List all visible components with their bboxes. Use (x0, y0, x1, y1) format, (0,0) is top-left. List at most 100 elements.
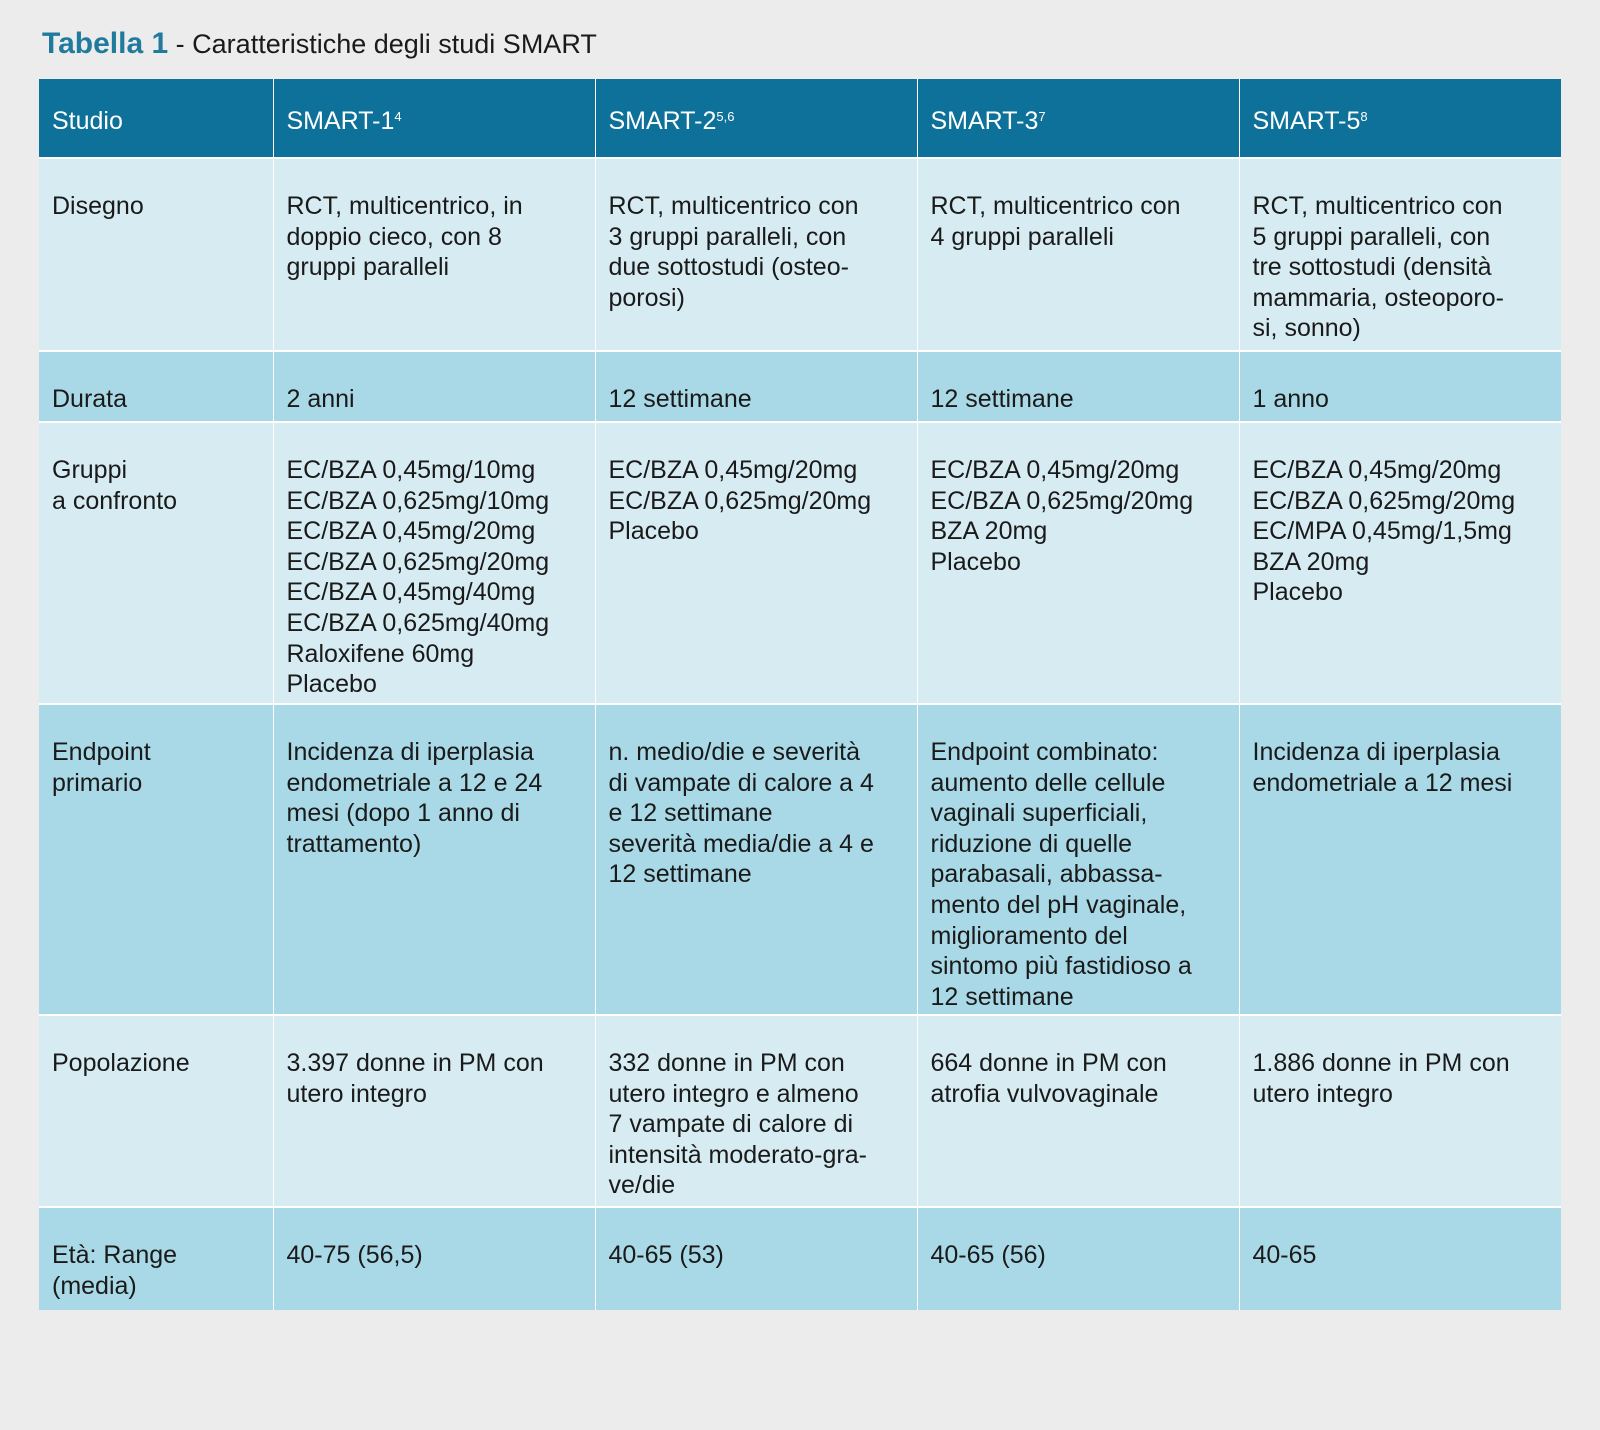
row-label-line: a confronto (52, 486, 178, 515)
cell-text-line: EC/BZA 0,625mg/10mg (286, 486, 550, 515)
row-disegno: Disegno RCT, multicentrico, in doppio ciec… (39, 157, 1561, 351)
cell-text-line: mento del pH vaginale, (930, 890, 1187, 919)
row-endpoint: Endpoint primario Incidenza di iperplasia e… (39, 703, 1561, 1015)
cell-text-line: 40-65 (53) (608, 1241, 724, 1269)
cell-text-line: 40-65 (1252, 1241, 1317, 1269)
table-cell: RCT, multicentrico con 3 gruppi paralleli… (594, 157, 917, 351)
row-eta: Età: Range (media) 40-75 (56,5) 40-65 (53) 4… (39, 1206, 1561, 1310)
table-cell: EC/BZA 0,45mg/20mg EC/BZA 0,625mg/20mg EC/… (1238, 421, 1561, 704)
table-title: Tabella 1 - Caratteristiche degli studi … (42, 26, 597, 62)
cell-text-line: Placebo (930, 547, 1021, 576)
table-cell: 40-65 (53) (594, 1206, 917, 1310)
row-label-line: Disegno (52, 192, 144, 220)
cell-text-line: Raloxifene 60mg (286, 639, 475, 668)
table-cell: 332 donne in PM con utero integro e almen… (594, 1014, 917, 1207)
cell-text-line: miglioramento del (930, 921, 1128, 950)
cell-text-line: BZA 20mg (930, 517, 1048, 546)
row-label-line: Durata (52, 385, 128, 413)
header-cell-smart5: SMART-58 (1238, 79, 1561, 159)
smart-studies-table: Studio SMART-14 SMART-25,6 SMART-37 SMAR… (39, 79, 1561, 1310)
cell-text-line: 40-75 (56,5) (286, 1241, 423, 1269)
row-label-cell: Popolazione (39, 1014, 273, 1207)
row-label-cell: Endpoint primario (39, 703, 273, 1015)
cell-text-line: BZA 20mg (1252, 547, 1370, 576)
reference-superscript: 8 (1360, 108, 1368, 124)
cell-text-line: Placebo (608, 517, 699, 546)
cell-text-line: 4 gruppi paralleli (930, 222, 1114, 251)
header-cell-smart2: SMART-25,6 (594, 79, 917, 159)
cell-text-line: RCT, multicentrico con (608, 192, 859, 220)
table-cell: 40-75 (56,5) (272, 1206, 595, 1310)
cell-text-line: 12 settimane (930, 385, 1074, 413)
cell-text-line: 12 settimane (608, 860, 752, 889)
row-label-line: Età: Range (52, 1241, 178, 1269)
table-cell: EC/BZA 0,45mg/20mg EC/BZA 0,625mg/20mg Pla… (594, 421, 917, 704)
cell-text-line: porosi) (608, 283, 685, 312)
table-cell: 12 settimane (916, 350, 1239, 422)
cell-text-line: 664 donne in PM con (930, 1049, 1167, 1077)
row-label-line: Popolazione (52, 1049, 190, 1077)
cell-text-line: si, sonno) (1252, 314, 1361, 343)
cell-text-line: mesi (dopo 1 anno di (286, 799, 520, 828)
cell-text-line: 3 gruppi paralleli, con (608, 222, 847, 251)
table-cell: RCT, multicentrico con 5 gruppi paralleli… (1238, 157, 1561, 351)
table-cell: EC/BZA 0,45mg/10mg EC/BZA 0,625mg/10mg EC/… (272, 421, 595, 704)
cell-text-line: 2 anni (286, 385, 355, 413)
cell-text-line: EC/BZA 0,625mg/20mg (930, 486, 1194, 515)
table-cell: 3.397 donne in PM con utero integro (272, 1014, 595, 1207)
cell-text-line: e 12 settimane (608, 799, 773, 828)
row-gruppi: Gruppi a confronto EC/BZA 0,45mg/10mg EC/BZ… (39, 421, 1561, 704)
cell-text-line: vaginali superficiali, (930, 799, 1148, 828)
header-row: Studio SMART-14 SMART-25,6 SMART-37 SMAR… (39, 79, 1561, 159)
cell-text-line: utero integro (286, 1079, 427, 1108)
cell-text-line: RCT, multicentrico con (1252, 192, 1503, 220)
cell-text-line: due sottostudi (osteo- (608, 253, 849, 282)
table-cell: 1.886 donne in PM con utero integro (1238, 1014, 1561, 1207)
table-cell: Incidenza di iperplasia endometriale a 12… (1238, 703, 1561, 1015)
cell-text-line: Placebo (1252, 578, 1343, 607)
cell-text-line: Incidenza di iperplasia (1252, 738, 1500, 766)
cell-text-line: 1.886 donne in PM con (1252, 1049, 1510, 1077)
cell-text-line: EC/BZA 0,625mg/20mg (286, 547, 550, 576)
cell-text-line: endometriale a 12 mesi (1252, 768, 1513, 797)
cell-text-line: EC/BZA 0,625mg/20mg (608, 486, 872, 515)
header-cell-smart3: SMART-37 (916, 79, 1239, 159)
cell-text-line: severità media/die a 4 e (608, 829, 874, 858)
cell-text-line: riduzione di quelle (930, 829, 1133, 858)
cell-text-line: Incidenza di iperplasia (286, 738, 534, 766)
cell-text-line: RCT, multicentrico, in (286, 192, 523, 220)
header-label: SMART-2 (608, 106, 717, 135)
header-label: SMART-1 (286, 106, 395, 135)
cell-text-line: EC/BZA 0,45mg/40mg (286, 578, 536, 607)
table-cell: Endpoint combinato: aumento delle cellule… (916, 703, 1239, 1015)
header-cell-smart1: SMART-14 (272, 79, 595, 159)
cell-text-line: EC/BZA 0,45mg/20mg (930, 456, 1180, 484)
table-cell: 12 settimane (594, 350, 917, 422)
row-label-line: (media) (52, 1271, 137, 1300)
cell-text-line: 7 vampate di calore di (608, 1110, 854, 1139)
cell-text-line: di vampate di calore a 4 (608, 768, 874, 797)
cell-text-line: aumento delle cellule (930, 768, 1166, 797)
row-label-line: Endpoint (52, 738, 151, 766)
table-cell: 2 anni (272, 350, 595, 422)
cell-text-line: intensità moderato-gra- (608, 1140, 867, 1169)
cell-text-line: endometriale a 12 e 24 (286, 768, 543, 797)
header-label: SMART-5 (1252, 106, 1361, 135)
header-label: SMART-3 (930, 106, 1039, 135)
cell-text-line: EC/BZA 0,45mg/10mg (286, 456, 536, 484)
cell-text-line: Endpoint combinato: (930, 738, 1159, 766)
cell-text-line: Placebo (286, 670, 377, 699)
table-cell: EC/BZA 0,45mg/20mg EC/BZA 0,625mg/20mg BZA… (916, 421, 1239, 704)
cell-text-line: sintomo più fastidioso a (930, 952, 1192, 981)
row-label-cell: Gruppi a confronto (39, 421, 273, 704)
cell-text-line: 12 settimane (930, 982, 1074, 1011)
cell-text-line: utero integro e almeno (608, 1079, 859, 1108)
cell-text-line: EC/BZA 0,625mg/20mg (1252, 486, 1516, 515)
cell-text-line: 332 donne in PM con (608, 1049, 845, 1077)
table-caption: - Caratteristiche degli studi SMART (168, 29, 597, 59)
table-cell: 40-65 (56) (916, 1206, 1239, 1310)
cell-text-line: gruppi paralleli (286, 253, 450, 282)
table-number: Tabella 1 (42, 27, 169, 60)
reference-superscript: 5,6 (716, 108, 735, 124)
cell-text-line: EC/BZA 0,45mg/20mg (1252, 456, 1502, 484)
